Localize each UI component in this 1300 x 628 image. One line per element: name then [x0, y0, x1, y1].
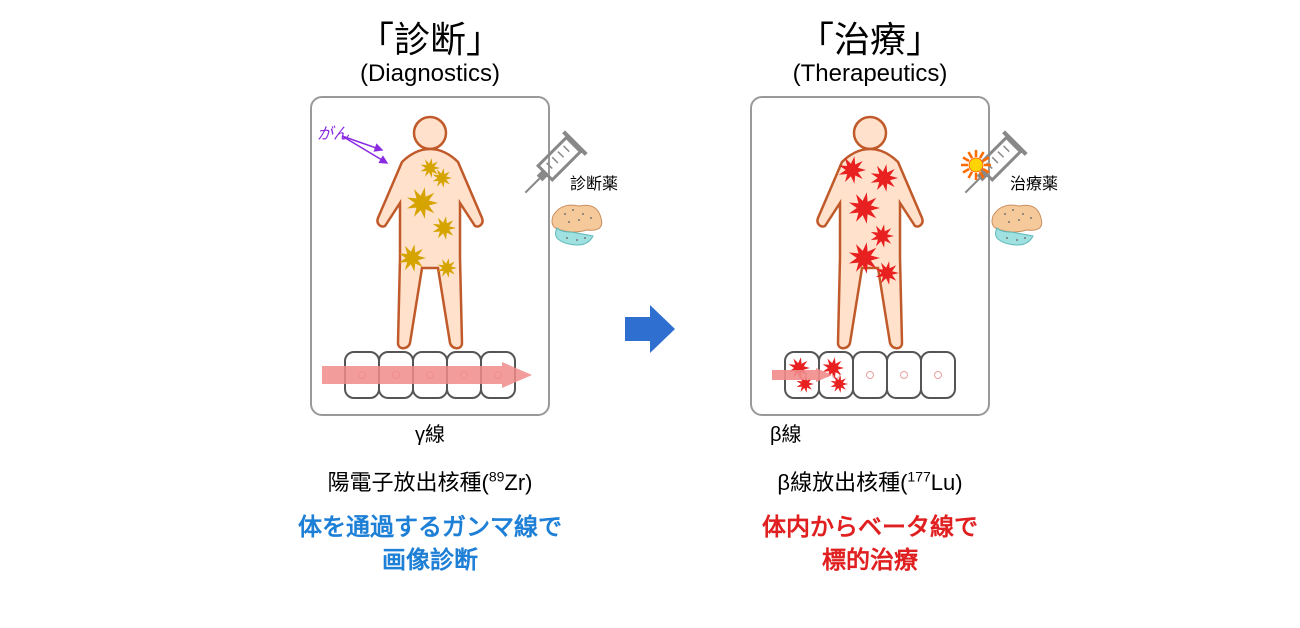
cell-icon — [886, 351, 922, 399]
radiation-burst-icon — [959, 148, 993, 182]
drug-molecule-icon — [983, 198, 1053, 248]
gamma-ray-label: γ線 — [415, 418, 445, 447]
diagnostics-title-en: (Diagnostics) — [360, 60, 500, 88]
cancer-pointer-icon — [332, 128, 402, 178]
diagnostics-nuclide: 陽電子放出核種(89Zr) — [328, 465, 533, 497]
cell-icon — [378, 351, 414, 399]
therapeutics-drug-label: 治療薬 — [1010, 170, 1058, 194]
beta-arrow-icon — [772, 368, 832, 382]
therapeutics-description: 体内からベータ線で 標的治療 — [762, 511, 978, 578]
diagnostics-panel: がん 診断薬 — [310, 96, 550, 416]
cell-icon — [852, 351, 888, 399]
diagnostics-drug-label: 診断薬 — [570, 170, 618, 194]
therapeutics-nuclide: β線放出核種(177Lu) — [777, 465, 962, 497]
cells-row — [345, 351, 515, 399]
tumor-marker — [437, 258, 457, 283]
diagnostics-title-jp: 「診断」 — [358, 20, 502, 60]
diagnostics-description: 体を通過するガンマ線で 画像診断 — [298, 511, 562, 578]
therapeutics-panel: 治療薬 — [750, 96, 990, 416]
beta-ray-label: β線 — [770, 418, 802, 447]
therapeutics-title-jp: 「治療」 — [798, 20, 942, 60]
cell-icon — [920, 351, 956, 399]
cell-icon — [412, 351, 448, 399]
cell-icon — [446, 351, 482, 399]
diagnostics-column: 「診断」 (Diagnostics) がん 診断薬 — [260, 20, 600, 578]
tumor-marker — [398, 244, 426, 277]
tumor-marker — [432, 216, 456, 245]
cell-icon — [344, 351, 380, 399]
therapeutics-column: 「治療」 (Therapeutics) 治療薬 — [700, 20, 1040, 578]
flow-arrow-icon — [620, 299, 680, 359]
cell-icon — [480, 351, 516, 399]
theranostics-diagram: 「診断」 (Diagnostics) がん 診断薬 — [260, 20, 1040, 578]
tumor-marker — [875, 261, 899, 290]
drug-molecule-icon — [543, 198, 613, 248]
tumor-marker — [838, 156, 866, 189]
therapeutics-title-en: (Therapeutics) — [793, 60, 948, 88]
